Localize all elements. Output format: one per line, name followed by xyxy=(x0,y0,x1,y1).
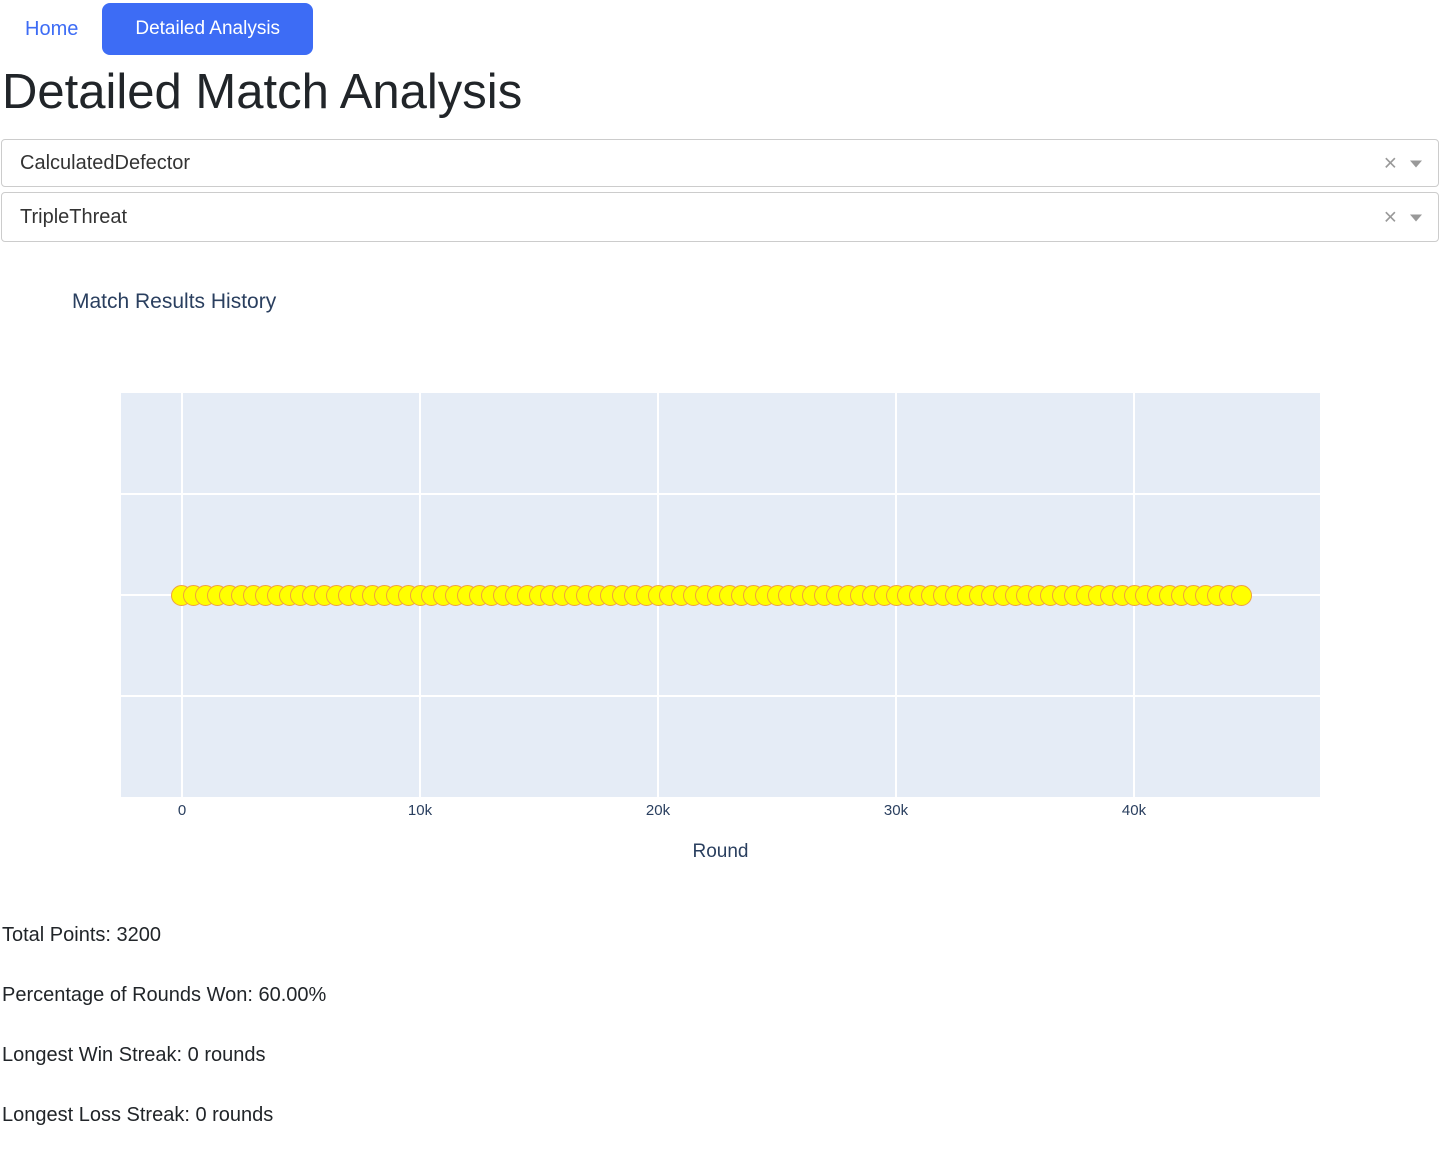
scatter-point xyxy=(1230,584,1252,606)
x-tick-label: 30k xyxy=(883,802,909,819)
x-tick-label: 40k xyxy=(1121,802,1147,819)
x-axis-title: Round xyxy=(692,841,749,862)
x-tick-label: 20k xyxy=(645,802,671,819)
player-select-1[interactable]: CalculatedDefector × xyxy=(1,139,1439,187)
player-select-2[interactable]: TripleThreat × xyxy=(1,192,1439,242)
chevron-down-icon[interactable] xyxy=(1410,214,1422,222)
x-axis-ticks: 0 10k 20k 30k 40k xyxy=(0,801,1440,821)
page-title: Detailed Match Analysis xyxy=(2,65,523,119)
clear-icon[interactable]: × xyxy=(1383,149,1397,176)
chevron-down-icon[interactable] xyxy=(1410,160,1422,168)
stat-total-points: Total Points: 3200 xyxy=(2,924,161,946)
stats-section: Total Points: 3200 Percentage of Rounds … xyxy=(0,923,1440,1127)
nav-tabs: Home Detailed Analysis xyxy=(0,0,1440,56)
clear-icon[interactable]: × xyxy=(1383,203,1397,230)
nav-home-link[interactable]: Home xyxy=(25,17,79,40)
player-select-2-value: TripleThreat xyxy=(20,205,128,228)
x-tick-label: 0 xyxy=(177,802,187,819)
y-gridline xyxy=(121,493,1320,495)
plot-area[interactable] xyxy=(121,393,1320,797)
player-select-1-value: CalculatedDefector xyxy=(20,151,191,174)
match-results-chart: Match Results History 0 10k 20k 30k 40k Roun… xyxy=(0,242,1440,882)
y-gridline xyxy=(121,695,1320,697)
chart-title: Match Results History xyxy=(72,290,277,313)
stat-percentage-won: Percentage of Rounds Won: 60.00% xyxy=(2,984,327,1006)
stat-longest-win-streak: Longest Win Streak: 0 rounds xyxy=(2,1044,266,1066)
nav-detailed-analysis-tab[interactable]: Detailed Analysis xyxy=(102,3,314,55)
x-tick-label: 10k xyxy=(407,802,433,819)
stat-longest-loss-streak: Longest Loss Streak: 0 rounds xyxy=(2,1104,274,1126)
